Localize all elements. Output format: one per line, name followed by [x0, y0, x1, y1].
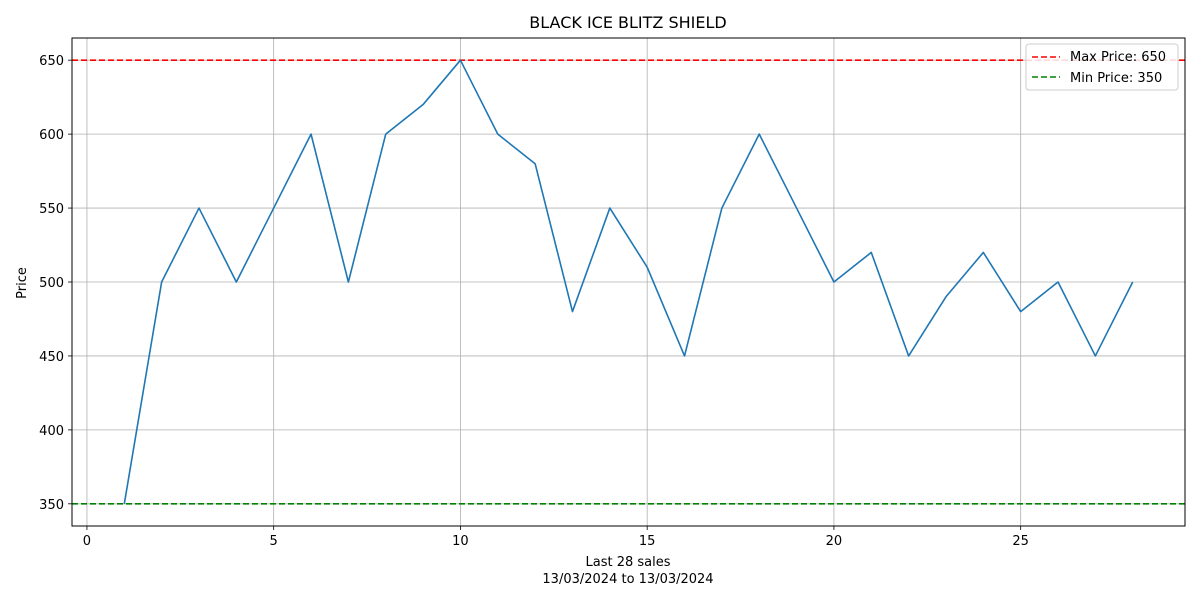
y-axis-ticks: 350 400 450 500 550 600 650 [39, 54, 72, 513]
x-tick-label: 20 [826, 534, 843, 549]
y-tick-label: 350 [39, 498, 64, 513]
x-tick-label: 5 [270, 534, 278, 549]
legend: Max Price: 650 Min Price: 350 [1025, 43, 1179, 91]
x-axis-label: Last 28 sales [585, 555, 670, 570]
legend-box [1025, 43, 1179, 91]
y-tick-label: 600 [39, 128, 64, 143]
chart-title: BLACK ICE BLITZ SHIELD [529, 13, 726, 32]
series-group [123, 59, 1134, 504]
x-tick-label: 0 [83, 534, 91, 549]
y-tick-label: 650 [39, 54, 64, 69]
x-tick-label: 15 [639, 534, 656, 549]
y-tick-label: 450 [39, 350, 64, 365]
x-tick-label: 10 [452, 534, 469, 549]
legend-label-min: Min Price: 350 [1070, 71, 1162, 86]
y-tick-label: 550 [39, 202, 64, 217]
x-axis-ticks: 0 5 10 15 20 25 [83, 526, 1029, 549]
legend-label-max: Max Price: 650 [1070, 50, 1166, 65]
price-series-line [123, 59, 1134, 504]
reference-lines [72, 59, 1185, 505]
x-tick-label: 25 [1012, 534, 1029, 549]
x-axis-sublabel: 13/03/2024 to 13/03/2024 [542, 572, 713, 587]
y-axis-label: Price [15, 267, 30, 299]
y-tick-label: 500 [39, 276, 64, 291]
y-tick-label: 400 [39, 424, 64, 439]
